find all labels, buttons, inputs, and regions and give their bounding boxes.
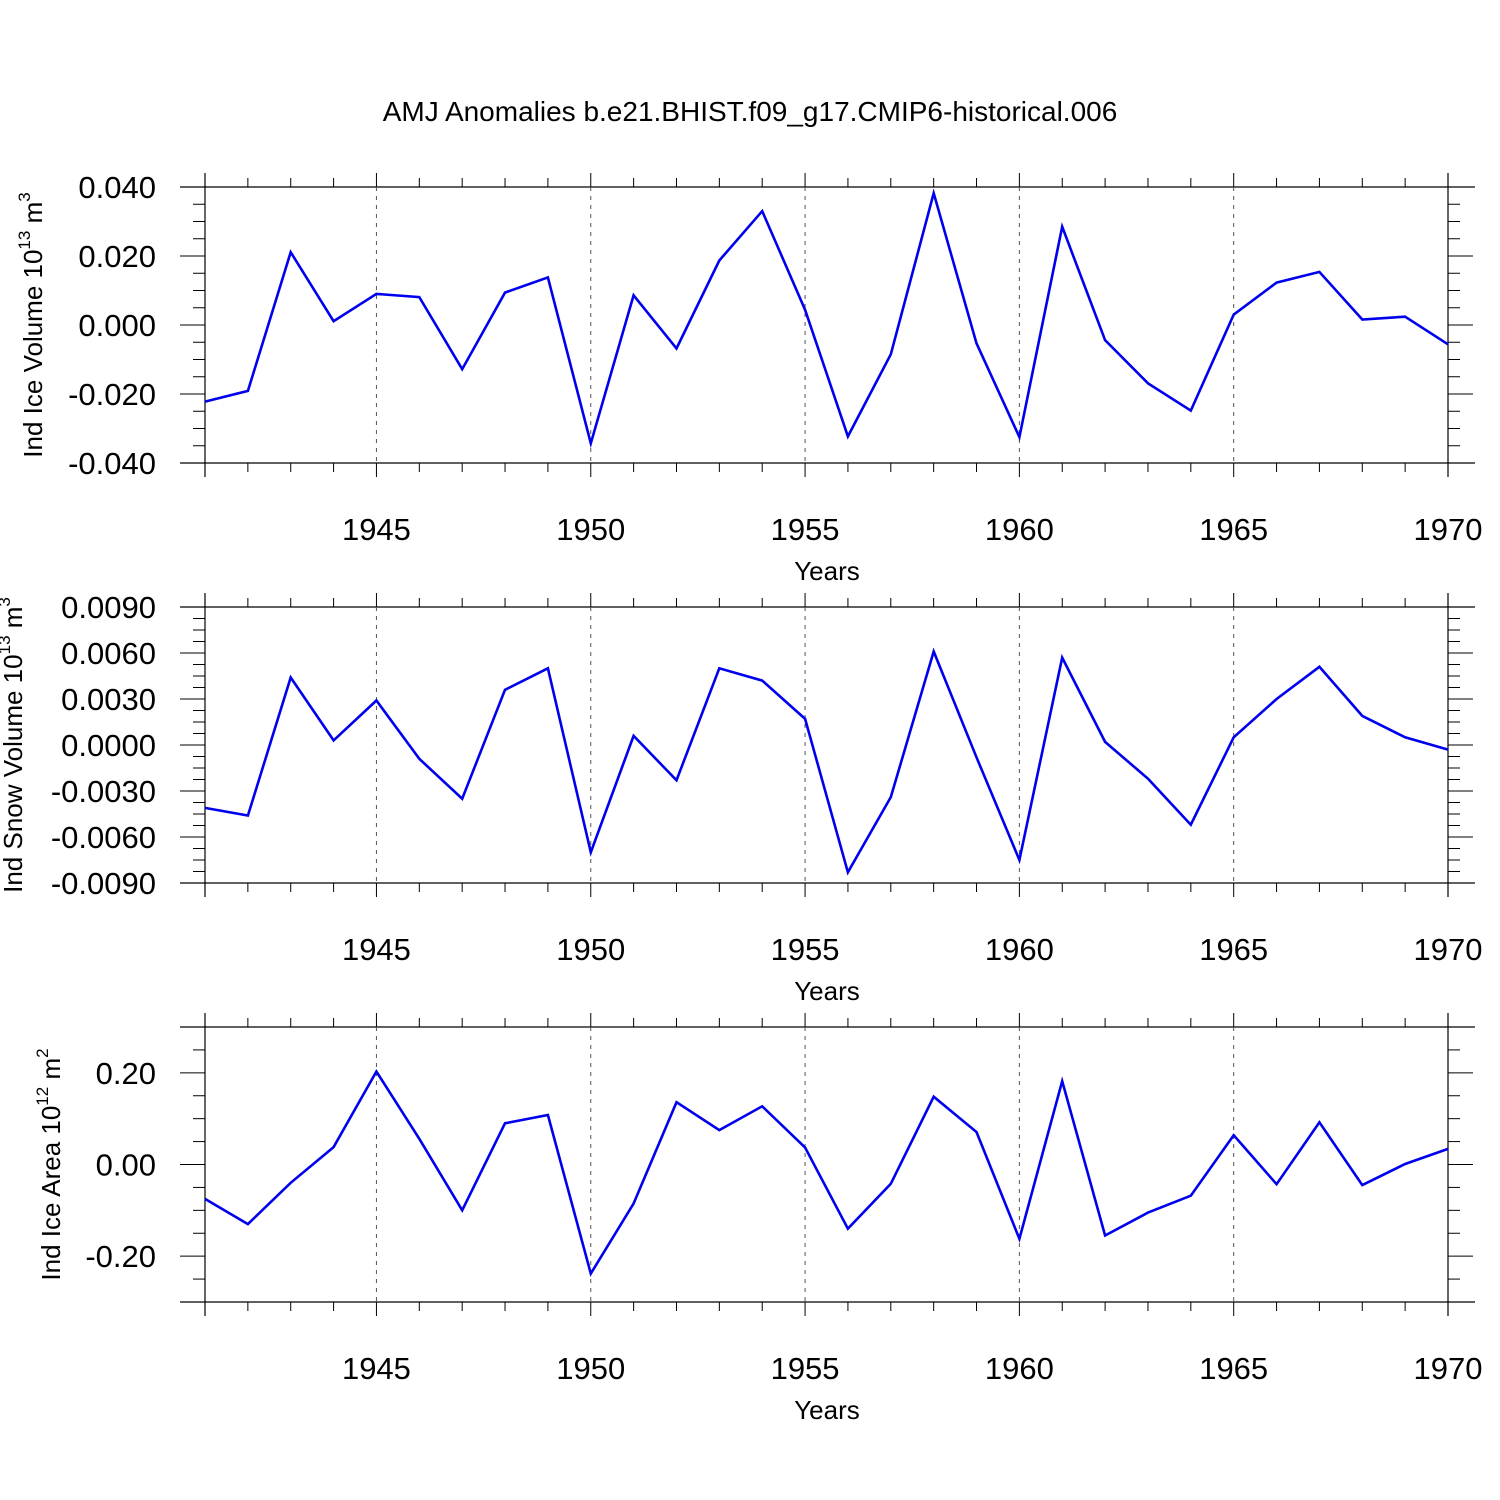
chart-panel-2: 1945 1950 1955 1960 1965 1970 Years -0.0090 -0.0…	[0, 590, 1482, 1006]
y-tick-label: 0.0060	[61, 636, 156, 671]
x-tick-label: 1950	[556, 1351, 625, 1386]
y-tick-label: -0.040	[68, 446, 156, 481]
x-tick-label: 1970	[1414, 512, 1483, 547]
y-tick-label: -0.0030	[51, 774, 156, 809]
x-axis-label: Years	[794, 556, 860, 586]
x-tick-label: 1960	[985, 512, 1054, 547]
y-axis-label: Ind Ice Volume 1013 m3	[15, 192, 48, 457]
series-line-1	[204, 188, 1449, 449]
x-tick-label: 1970	[1414, 932, 1483, 967]
x-tick-label: 1960	[985, 1351, 1054, 1386]
x-tick-label: 1965	[1199, 1351, 1268, 1386]
x-tick-label: 1970	[1414, 1351, 1483, 1386]
y-tick-label: 0.000	[78, 308, 156, 343]
x-axis-label: Years	[794, 1395, 860, 1425]
y-tick-label: -0.0090	[51, 866, 156, 901]
series-line-3	[204, 1068, 1449, 1277]
y-tick-label: -0.0060	[51, 820, 156, 855]
x-tick-label: 1945	[342, 932, 411, 967]
chart-panel-3: 1945 1950 1955 1960 1965 1970 Years -0.20 0.00 0.…	[33, 1013, 1482, 1425]
series-line-2	[204, 647, 1449, 876]
y-axis-label: Ind Snow Volume 1013 m3	[0, 597, 28, 893]
y-axis-label: Ind Ice Area 1012 m2	[33, 1048, 66, 1280]
x-tick-label: 1955	[771, 512, 840, 547]
x-tick-label: 1950	[556, 512, 625, 547]
x-tick-label: 1945	[342, 1351, 411, 1386]
x-tick-label: 1955	[771, 1351, 840, 1386]
chart-panel-1: 1945 1950 1955 1960 1965 1970 Years -0.040 -0.02…	[15, 170, 1482, 586]
x-tick-label: 1945	[342, 512, 411, 547]
y-tick-label: 0.020	[78, 239, 156, 274]
y-tick-label: 0.00	[96, 1148, 156, 1183]
y-tick-label: 0.0030	[61, 682, 156, 717]
x-tick-label: 1965	[1199, 932, 1268, 967]
x-tick-label: 1955	[771, 932, 840, 967]
x-tick-label: 1960	[985, 932, 1054, 967]
y-tick-label: 0.20	[96, 1056, 156, 1091]
y-tick-label: 0.040	[78, 170, 156, 205]
y-tick-label: -0.020	[68, 377, 156, 412]
y-tick-label: 0.0090	[61, 590, 156, 625]
figure-title: AMJ Anomalies b.e21.BHIST.f09_g17.CMIP6-…	[382, 96, 1118, 127]
y-tick-label: -0.20	[85, 1239, 156, 1274]
x-axis-label: Years	[794, 976, 860, 1006]
x-tick-label: 1965	[1199, 512, 1268, 547]
y-tick-label: 0.0000	[61, 728, 156, 763]
x-tick-label: 1950	[556, 932, 625, 967]
